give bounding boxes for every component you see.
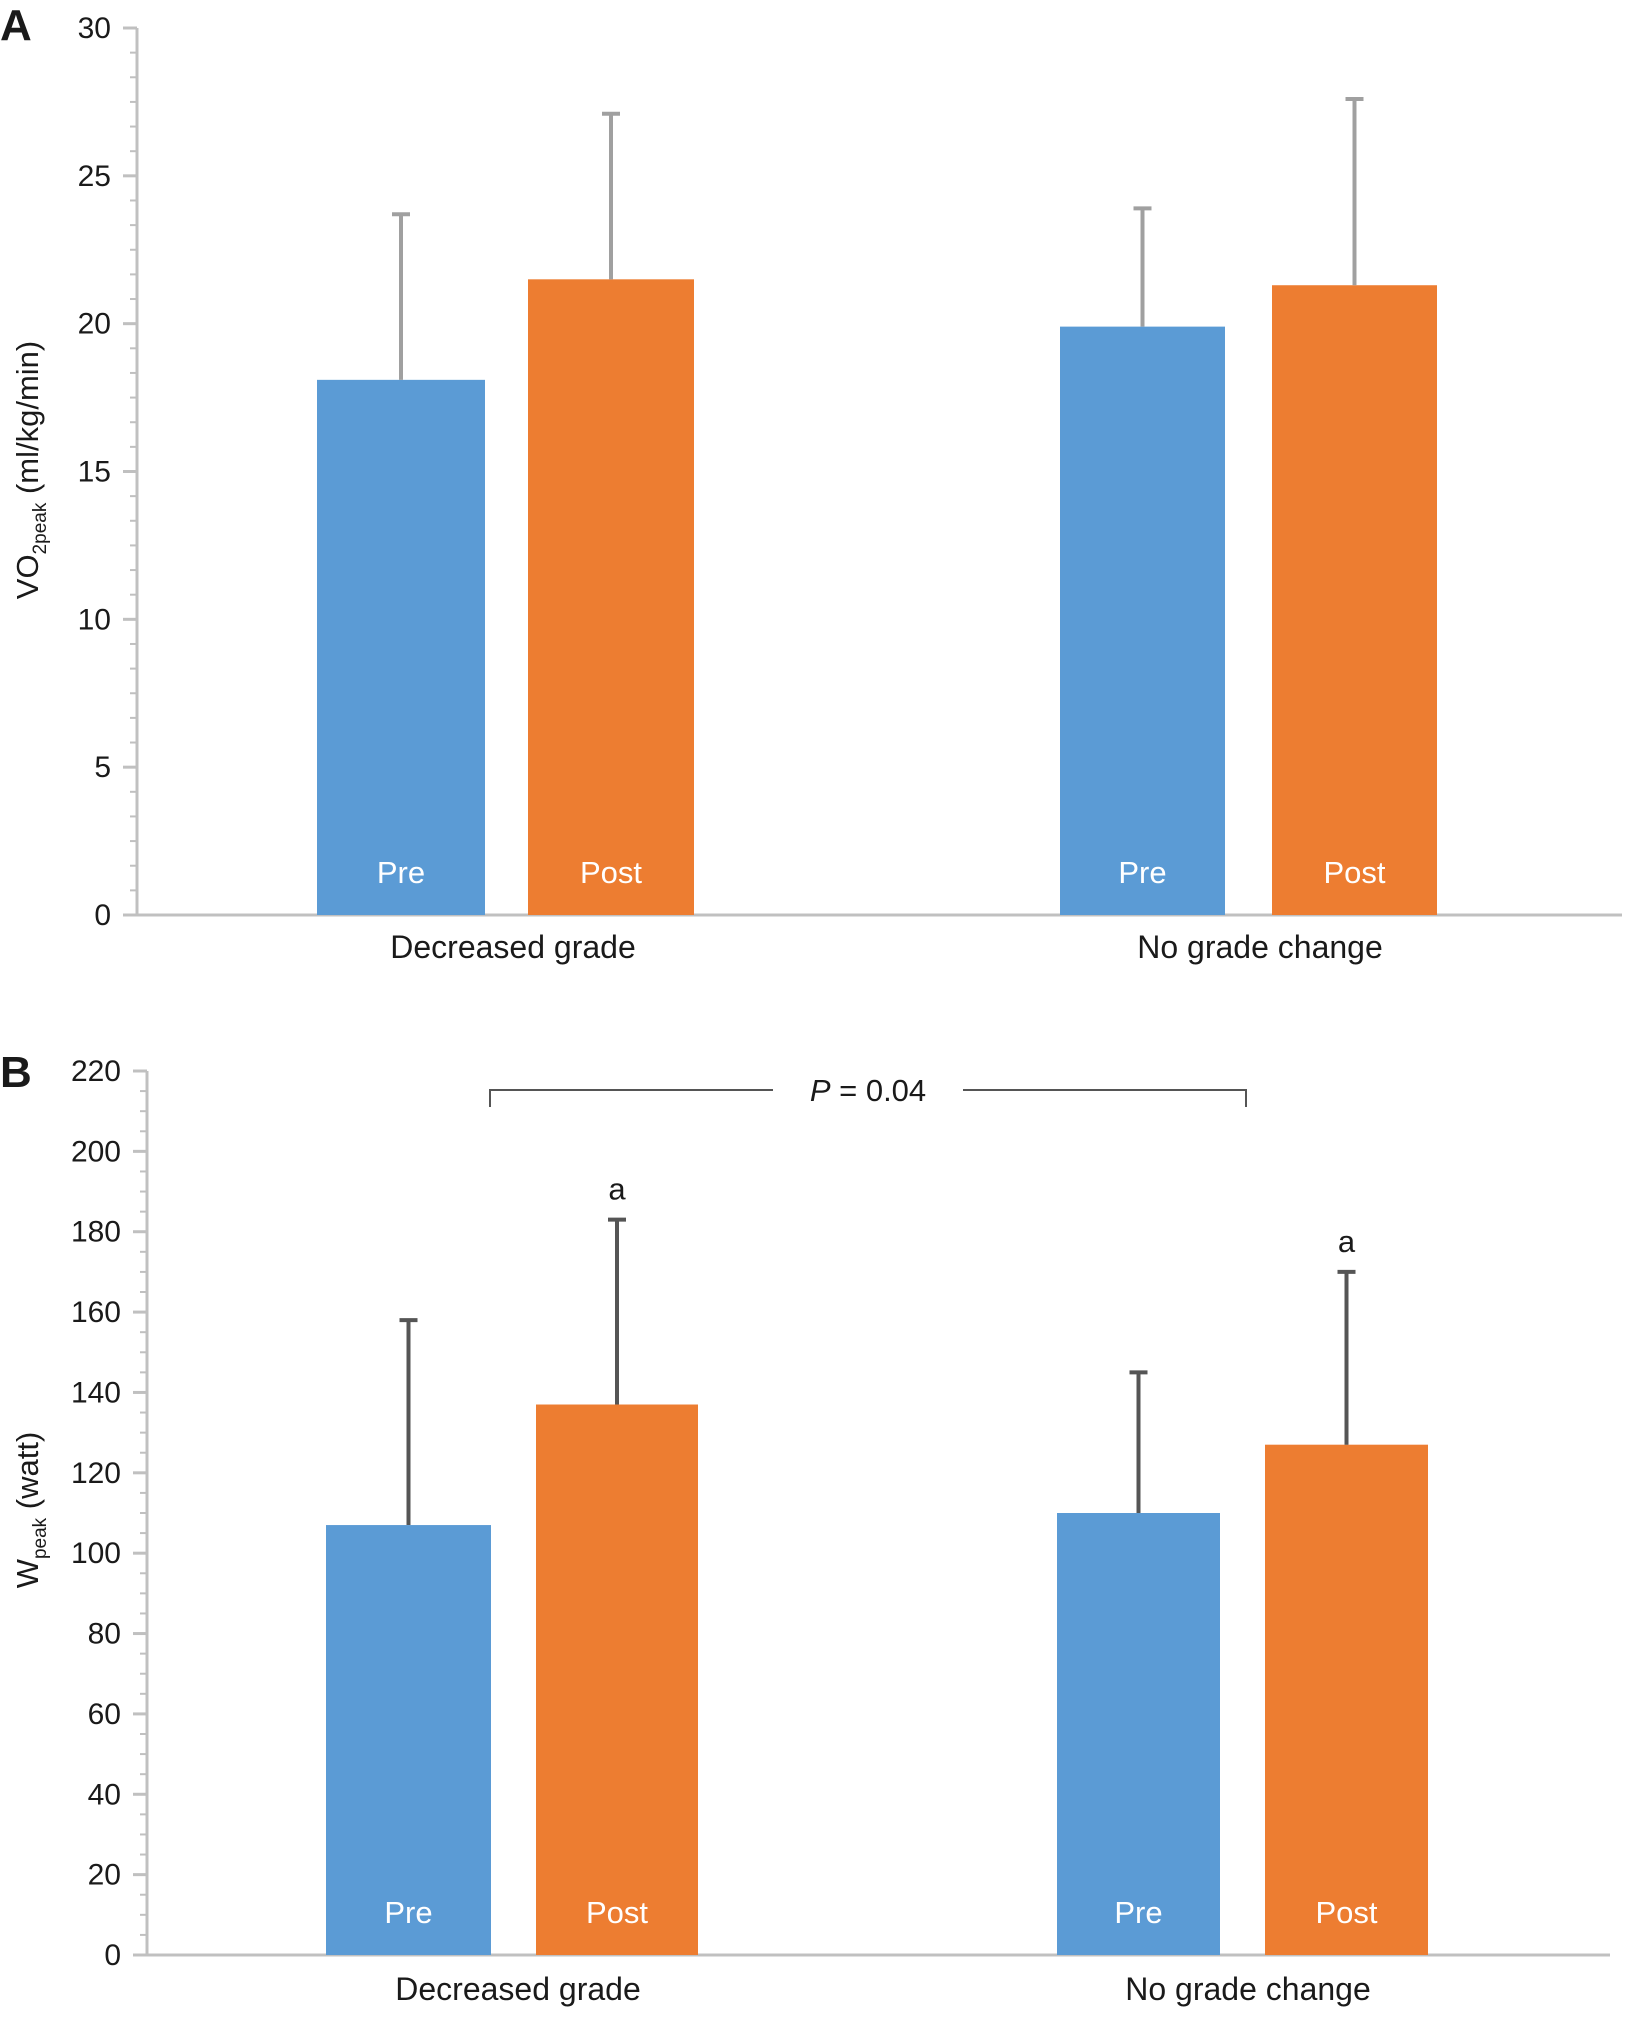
y-tick-label: 80 bbox=[88, 1618, 121, 1651]
bar-pre bbox=[1060, 326, 1225, 916]
x-category-label: No grade change bbox=[1125, 1971, 1371, 2007]
p-value-symbol: P bbox=[810, 1073, 831, 1108]
significance-marker: a bbox=[1338, 1224, 1356, 1259]
bar-series-label: Post bbox=[580, 855, 642, 890]
bar-series-label: Pre bbox=[384, 1895, 432, 1930]
y-tick-label: 0 bbox=[104, 1939, 121, 1972]
bar-post bbox=[536, 1404, 698, 1955]
p-value-text: = 0.04 bbox=[831, 1073, 927, 1108]
y-tick-label: 220 bbox=[71, 1055, 121, 1088]
y-axis-label-main: VO bbox=[10, 554, 45, 599]
panel-letter: B bbox=[0, 1048, 32, 1097]
y-axis-label: VO2peak (ml/kg/min) bbox=[10, 341, 51, 599]
y-tick-label: 100 bbox=[71, 1537, 121, 1570]
x-category-label: Decreased grade bbox=[395, 1971, 640, 2007]
y-tick-label: 25 bbox=[78, 160, 111, 193]
y-axis-label-unit: (ml/kg/min) bbox=[10, 341, 45, 503]
y-tick-label: 20 bbox=[88, 1859, 121, 1892]
bar-series-label: Pre bbox=[1118, 855, 1166, 890]
significance-bracket bbox=[489, 1089, 1247, 1107]
y-tick-label: 10 bbox=[78, 603, 111, 636]
y-tick-label: 200 bbox=[71, 1135, 121, 1168]
bar-post bbox=[528, 279, 694, 916]
bar-series-label: Post bbox=[1323, 855, 1385, 890]
y-tick-label: 20 bbox=[78, 308, 111, 341]
y-axis-label-unit: (watt) bbox=[10, 1432, 45, 1518]
y-tick-label: 120 bbox=[71, 1457, 121, 1490]
bar-series-label: Post bbox=[1315, 1895, 1377, 1930]
p-value-annotation: P = 0.04 bbox=[810, 1073, 926, 1108]
bar-pre bbox=[326, 1525, 491, 1955]
bar-post bbox=[1272, 285, 1437, 916]
y-tick-label: 15 bbox=[78, 456, 111, 489]
y-tick-label: 180 bbox=[71, 1216, 121, 1249]
y-axis-label-subscript: 2peak bbox=[30, 502, 51, 554]
x-category-label: No grade change bbox=[1137, 929, 1383, 965]
y-tick-label: 30 bbox=[78, 12, 111, 45]
chart-panel-a: A 0 5 10 15 20 25 30 VO2peak (ml/kg/min) Pre Post D… bbox=[0, 1, 1622, 965]
y-axis-label: Wpeak (watt) bbox=[10, 1432, 51, 1589]
x-category-label: Decreased grade bbox=[390, 929, 635, 965]
y-tick-label: 40 bbox=[88, 1778, 121, 1811]
y-tick-label: 160 bbox=[71, 1296, 121, 1329]
y-tick-label: 0 bbox=[94, 899, 111, 932]
chart-panel-b: B 0 20 40 60 80 100 120 140 160 180 200 220 Wpeak (wa… bbox=[0, 1048, 1610, 2007]
bar-pre bbox=[317, 379, 485, 915]
panel-letter: A bbox=[0, 1, 32, 50]
y-tick-label: 140 bbox=[71, 1376, 121, 1409]
y-axis-label-main: W bbox=[10, 1558, 45, 1588]
bar-pre bbox=[1057, 1513, 1220, 1955]
y-axis-label-subscript: peak bbox=[30, 1517, 51, 1559]
y-tick-label: 60 bbox=[88, 1698, 121, 1731]
bar-series-label: Pre bbox=[377, 855, 425, 890]
bar-series-label: Post bbox=[586, 1895, 648, 1930]
bar-post bbox=[1265, 1444, 1428, 1955]
bar-series-label: Pre bbox=[1114, 1895, 1162, 1930]
significance-marker: a bbox=[608, 1172, 626, 1207]
y-tick-label: 5 bbox=[94, 751, 111, 784]
